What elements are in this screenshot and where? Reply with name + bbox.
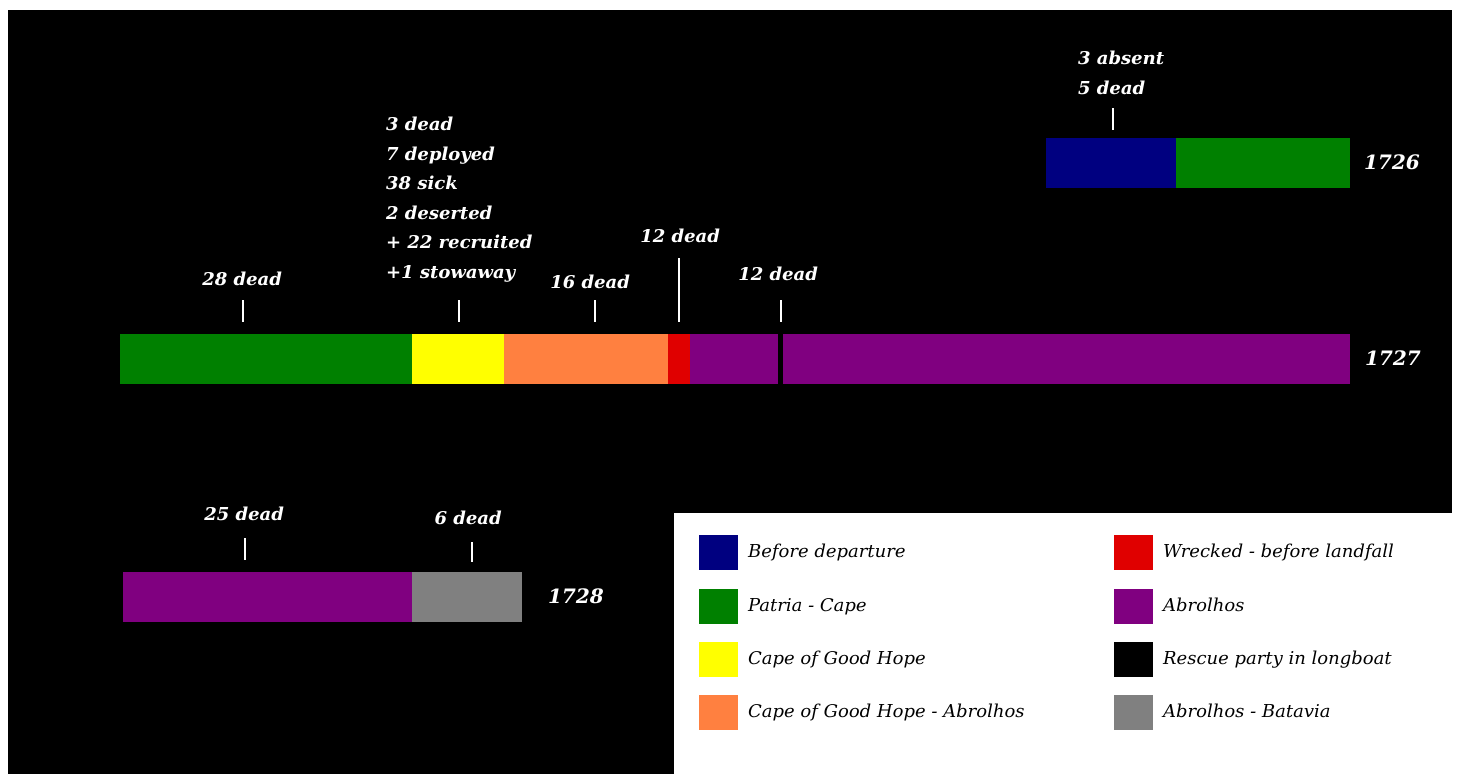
bar-1726-before-departure [1046, 138, 1176, 188]
annotation-line: 7 deployed [386, 143, 495, 165]
legend-label: Before departure [748, 541, 906, 562]
annotation-1728-25-dead: 25 dead [204, 500, 284, 530]
legend-swatch [1114, 642, 1153, 677]
year-label-1728: 1728 [548, 584, 604, 608]
annotation-line: 12 dead [640, 226, 720, 247]
legend-swatch [699, 589, 738, 624]
annotation-line: 12 dead [738, 264, 818, 285]
legend-label: Patria - Cape [748, 595, 867, 616]
annotation-1728-6-dead: 6 dead [434, 504, 501, 534]
legend-label: Rescue party in longboat [1163, 648, 1392, 669]
legend-label: Abrolhos - Batavia [1163, 701, 1331, 722]
annotation-tick [1112, 108, 1114, 130]
legend-label: Cape of Good Hope [748, 648, 926, 669]
annotation-line: 16 dead [550, 272, 630, 293]
annotation-tick [242, 300, 244, 322]
legend-swatch [699, 695, 738, 730]
legend-swatch [699, 642, 738, 677]
annotation-line: 5 dead [1078, 77, 1146, 99]
annotation-line: 28 dead [202, 269, 282, 290]
legend-label: Wrecked - before landfall [1163, 541, 1394, 562]
annotation-1727-28-dead: 28 dead [202, 265, 282, 295]
bar-1727-abrolhos-b [783, 334, 1350, 384]
annotation-tick [678, 258, 680, 322]
annotation-1726-absent-dead: 3 absent 5 dead [1078, 44, 1164, 103]
annotation-tick [458, 300, 460, 322]
year-label-1726: 1726 [1364, 150, 1420, 174]
legend-label: Abrolhos [1163, 595, 1245, 616]
annotation-tick [594, 300, 596, 322]
year-label-1727: 1727 [1365, 346, 1421, 370]
legend-label: Cape of Good Hope - Abrolhos [748, 701, 1025, 722]
legend-swatch [1114, 695, 1153, 730]
annotation-line: 25 dead [204, 504, 284, 525]
annotation-line: 38 sick [386, 173, 458, 194]
legend-swatch [699, 535, 738, 570]
annotation-tick [471, 542, 473, 562]
legend-swatch [1114, 589, 1153, 624]
annotation-1727-12-dead-wreck: 12 dead [640, 222, 720, 252]
annotation-line: 6 dead [434, 508, 502, 529]
bar-1727-cape-of-good-hope [412, 334, 504, 384]
bar-1728-abrolhos [123, 572, 412, 622]
bar-1728-abrolhos-batavia [412, 572, 522, 622]
timeline-diagram: 3 absent 5 dead 1726 28 dead 3 dead 7 de… [8, 10, 1452, 774]
annotation-1727-12-dead-abrolhos: 12 dead [738, 260, 818, 290]
legend-swatch [1114, 535, 1153, 570]
annotation-1727-cape-stop: 3 dead 7 deployed 38 sick 2 deserted + 2… [386, 110, 532, 287]
annotation-line: 3 dead [386, 114, 454, 135]
annotation-line: 3 absent [1078, 48, 1165, 69]
bar-1727-wrecked [668, 334, 690, 384]
annotation-tick [244, 538, 246, 560]
bar-1727-abrolhos-a [690, 334, 778, 384]
annotation-line: + 22 recruited [386, 232, 533, 253]
legend: Before departure Patria - Cape Cape of G… [674, 513, 1452, 774]
bar-1727-cape-abrolhos [504, 334, 668, 384]
bar-1727-patria-cape [120, 334, 412, 384]
annotation-line: +1 stowaway [386, 261, 516, 283]
bar-1726-patria-cape [1176, 138, 1350, 188]
annotation-1727-16-dead: 16 dead [550, 268, 630, 298]
annotation-tick [780, 300, 782, 322]
annotation-line: 2 deserted [386, 202, 493, 224]
